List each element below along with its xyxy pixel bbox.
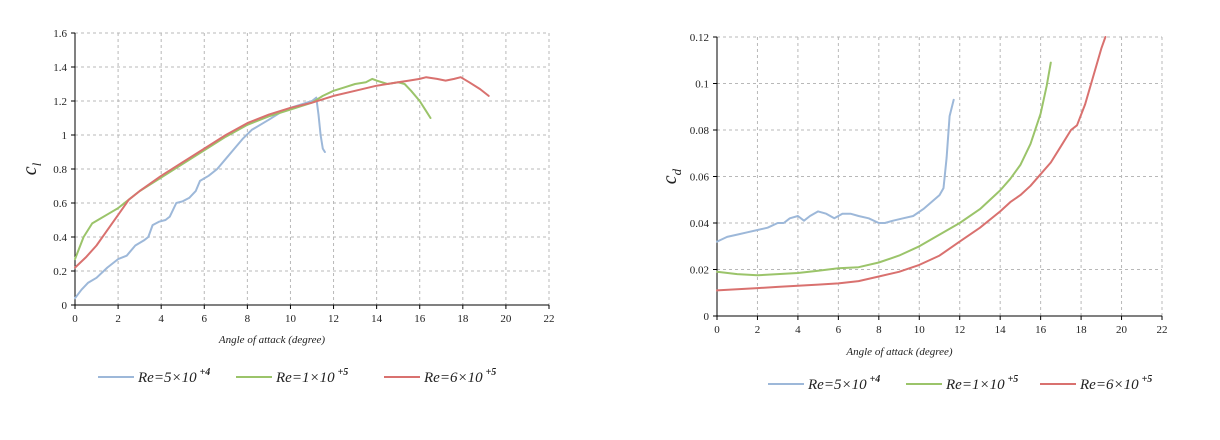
y-axis-label-subscript: d xyxy=(669,168,684,175)
x-axis-label: Angle of attack (degree) xyxy=(218,334,326,346)
y-axis-label-main: c xyxy=(19,166,41,175)
legend-entry-1: Re=5×10 +4 xyxy=(807,374,880,393)
y-axis-label-main: c xyxy=(659,175,681,184)
legend: Re=5×10 +4 Re=1×10 +5 Re=6×10 +5 xyxy=(768,374,1152,393)
x-tick-label: 6 xyxy=(836,324,842,336)
legend-entry-3: Re=6×10 +5 xyxy=(423,367,496,386)
legend-entry-name: Re=1×10 xyxy=(275,370,335,386)
x-tick-label: 0 xyxy=(714,324,720,336)
x-tick-label: 12 xyxy=(328,313,339,325)
y-tick-label: 1 xyxy=(62,130,68,142)
series-line-1 xyxy=(74,96,326,300)
y-tick-label: 0.6 xyxy=(53,198,67,210)
y-tick-label: 0 xyxy=(62,300,68,312)
x-tick-label: 6 xyxy=(202,313,208,325)
x-tick-label: 10 xyxy=(285,313,297,325)
legend-entry-name: Re=1×10 xyxy=(945,377,1005,393)
x-tick-label: 4 xyxy=(158,313,164,325)
legend-entry-1: Re=5×10 +4 xyxy=(137,367,210,386)
legend-entry-exponent: +5 xyxy=(1142,374,1153,385)
x-tick-label: 18 xyxy=(1076,324,1088,336)
y-axis-label: cl xyxy=(19,162,44,175)
x-tick-label: 10 xyxy=(914,324,926,336)
legend-entry-2: Re=1×10 +5 xyxy=(945,374,1018,393)
x-tick-label: 20 xyxy=(1116,324,1128,336)
legend-entry-3: Re=6×10 +5 xyxy=(1079,374,1152,393)
legend-entry-name: Re=6×10 xyxy=(1079,377,1139,393)
x-tick-label: 22 xyxy=(544,313,555,325)
y-tick-label: 0.06 xyxy=(690,172,710,184)
y-tick-label: 0.2 xyxy=(53,266,67,278)
x-tick-label: 14 xyxy=(371,313,383,325)
x-tick-label: 8 xyxy=(876,324,882,336)
y-tick-label: 0.4 xyxy=(53,232,67,244)
drag-coefficient-chart: 0 0.02 0.04 0.06 0.08 0.1 0.12 0 2 4 6 8 10 12 14 16 18 2… xyxy=(659,32,1168,393)
series-line-1 xyxy=(716,98,955,243)
x-tick-label: 16 xyxy=(1035,324,1047,336)
y-tick-label: 0 xyxy=(704,311,710,323)
y-axis-label-subscript: l xyxy=(29,162,44,166)
legend-entry-exponent: +5 xyxy=(338,367,349,378)
y-tick-label: 1.6 xyxy=(53,28,67,40)
legend-entry-name: Re=5×10 xyxy=(807,377,867,393)
legend-entry-name: Re=5×10 xyxy=(137,370,197,386)
x-tick-label: 18 xyxy=(457,313,469,325)
x-tick-label: 22 xyxy=(1157,324,1168,336)
x-tick-label: 2 xyxy=(115,313,121,325)
x-tick-label: 0 xyxy=(72,313,78,325)
y-tick-label: 1.4 xyxy=(53,62,67,74)
x-tick-label: 14 xyxy=(995,324,1007,336)
series-line-3 xyxy=(74,76,490,269)
legend-entry-exponent: +4 xyxy=(870,374,881,385)
y-tick-label: 0.02 xyxy=(690,265,709,277)
x-tick-label: 20 xyxy=(500,313,512,325)
legend-entry-2: Re=1×10 +5 xyxy=(275,367,348,386)
x-tick-label: 2 xyxy=(755,324,761,336)
x-tick-label: 4 xyxy=(795,324,801,336)
x-tick-label: 12 xyxy=(954,324,965,336)
series-line-3 xyxy=(716,36,1107,292)
y-tick-label: 0.1 xyxy=(695,79,709,91)
legend: Re=5×10 +4 Re=1×10 +5 Re=6×10 +5 xyxy=(98,367,496,386)
x-tick-label: 8 xyxy=(245,313,251,325)
legend-entry-exponent: +5 xyxy=(486,367,497,378)
legend-entry-exponent: +4 xyxy=(200,367,211,378)
legend-entry-name: Re=6×10 xyxy=(423,370,483,386)
legend-entry-exponent: +5 xyxy=(1008,374,1019,385)
x-axis-label: Angle of attack (degree) xyxy=(845,346,953,358)
lift-coefficient-chart: 0 0.2 0.4 0.6 0.8 1 1.2 1.4 1.6 0 2 4 6 8 10 12 14 16 18 20… xyxy=(19,28,555,386)
y-tick-label: 0.04 xyxy=(690,218,710,230)
x-tick-label: 16 xyxy=(414,313,426,325)
y-tick-label: 0.12 xyxy=(690,32,709,44)
y-tick-label: 0.08 xyxy=(690,125,710,137)
y-tick-label: 1.2 xyxy=(53,96,67,108)
series-line-2 xyxy=(716,61,1052,277)
y-axis-label: cd xyxy=(659,168,684,184)
y-tick-label: 0.8 xyxy=(53,164,67,176)
